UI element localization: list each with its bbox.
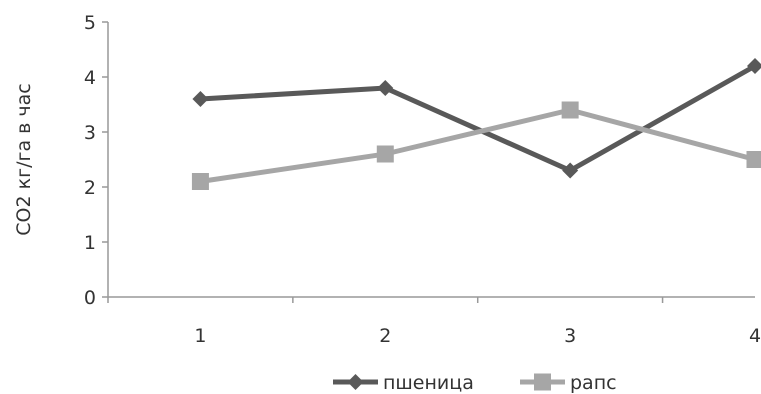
data-point (191, 173, 209, 190)
data-point (192, 91, 209, 107)
x-tick-label: 2 (379, 325, 391, 347)
y-tick-label: 4 (84, 67, 96, 89)
y-tick-label: 1 (84, 232, 96, 254)
data-point (562, 162, 579, 179)
legend-swatch-marker (534, 373, 551, 391)
x-tick-labels: 1 2 3 4 (194, 325, 761, 347)
y-tick-label: 0 (84, 287, 96, 309)
legend-label: рапс (570, 372, 617, 394)
y-tick-label: 2 (84, 177, 96, 199)
x-axis (107, 296, 755, 303)
x-tick-label: 3 (564, 325, 576, 347)
legend-item: рапс (520, 372, 617, 394)
series-group (191, 58, 761, 190)
legend-label: пшеница (383, 372, 474, 394)
y-tick-label: 5 (84, 12, 96, 34)
series-line (200, 63, 757, 173)
data-point (377, 80, 394, 96)
y-tick-label: 3 (84, 122, 96, 144)
legend: пшеница рапс (333, 372, 617, 394)
y-axis (102, 21, 109, 298)
legend-item: пшеница (333, 372, 474, 394)
data-point (746, 151, 761, 168)
data-point (561, 101, 579, 119)
data-point (376, 145, 394, 163)
x-tick-label: 4 (749, 325, 761, 347)
data-point (747, 58, 761, 74)
series-2 (191, 101, 761, 190)
x-tick-label: 1 (194, 325, 206, 347)
legend-swatch-marker (347, 374, 364, 390)
y-axis-title: CO2 кг/га в час (13, 83, 35, 235)
series-line (200, 107, 756, 184)
series-1 (192, 58, 761, 179)
y-tick-labels: 0 1 2 3 4 5 (84, 12, 96, 309)
